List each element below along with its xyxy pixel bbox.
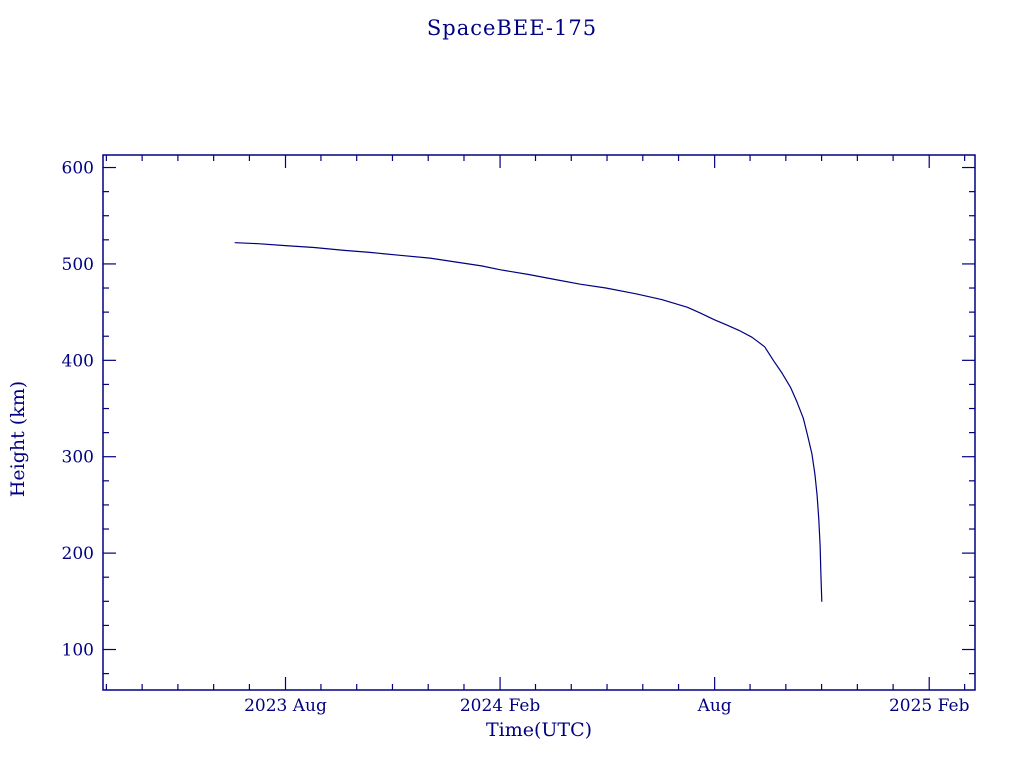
x-tick-label: Aug: [697, 696, 732, 716]
y-tick-label: 500: [62, 255, 94, 275]
x-axis-label: Time(UTC): [485, 719, 593, 741]
y-tick-label: 600: [62, 159, 94, 179]
y-tick-label: 400: [62, 351, 94, 371]
y-tick-label: 300: [62, 448, 94, 468]
chart-title: SpaceBEE-175: [426, 16, 598, 40]
x-tick-label: 2023 Aug: [244, 696, 327, 716]
y-axis-label: Height (km): [7, 380, 29, 498]
y-tick-label: 100: [62, 641, 94, 661]
y-tick-label: 200: [62, 544, 94, 564]
axis-ticks: [103, 155, 975, 690]
x-tick-label: 2024 Feb: [460, 696, 541, 716]
x-tick-label: 2025 Feb: [889, 696, 970, 716]
data-line: [234, 242, 823, 602]
axis-box: [102, 154, 976, 691]
